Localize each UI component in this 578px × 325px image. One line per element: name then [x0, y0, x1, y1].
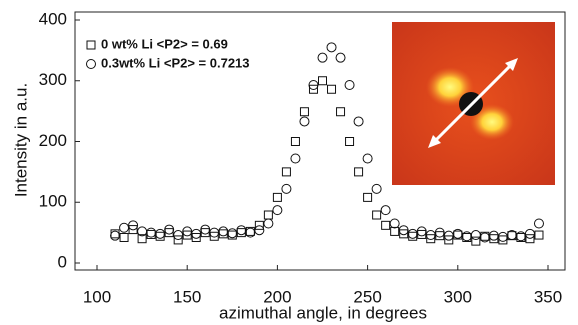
point — [282, 184, 291, 193]
point — [174, 231, 183, 240]
point — [489, 231, 498, 240]
point — [409, 232, 417, 240]
legend-label: 0 wt% Li <P2> = 0.69 — [101, 36, 228, 51]
point — [300, 117, 309, 126]
point — [111, 231, 120, 240]
point — [373, 211, 381, 219]
point — [255, 226, 264, 235]
point — [273, 206, 282, 215]
point — [381, 206, 390, 215]
legend-label: 0.3wt% Li <P2> = 0.7213 — [101, 55, 250, 70]
point — [364, 193, 372, 201]
point — [300, 108, 308, 116]
inset-image — [392, 22, 555, 185]
point — [390, 219, 399, 228]
point — [355, 168, 363, 176]
x-tick-label: 150 — [173, 287, 201, 306]
point — [156, 229, 165, 238]
x-tick-label: 350 — [534, 287, 562, 306]
y-tick-label: 0 — [58, 252, 67, 271]
point — [327, 43, 336, 52]
point — [282, 168, 290, 176]
point — [201, 225, 210, 234]
point — [264, 219, 273, 228]
point — [120, 233, 128, 241]
legend-marker — [87, 41, 95, 49]
point — [291, 154, 300, 163]
point — [408, 229, 417, 238]
point — [219, 227, 228, 236]
y-axis-title: Intensity in a.u. — [11, 83, 30, 197]
point — [435, 228, 444, 237]
point — [165, 225, 174, 234]
x-tick-label: 250 — [353, 287, 381, 306]
point — [291, 138, 299, 146]
point — [328, 85, 336, 93]
point — [391, 227, 399, 235]
x-tick-label: 300 — [444, 287, 472, 306]
point — [372, 184, 381, 193]
point — [264, 211, 272, 219]
point — [228, 229, 237, 238]
y-tick-label: 300 — [39, 70, 67, 89]
y-tick-label: 400 — [39, 9, 67, 28]
point — [382, 221, 390, 229]
point — [318, 53, 327, 62]
point — [363, 154, 372, 163]
point — [354, 117, 363, 126]
point — [237, 229, 245, 237]
point — [273, 193, 281, 201]
y-tick-label: 100 — [39, 192, 67, 211]
point — [120, 223, 129, 232]
x-tick-label: 200 — [263, 287, 291, 306]
point — [498, 232, 507, 241]
point — [525, 229, 534, 238]
point — [471, 231, 480, 240]
point — [345, 81, 354, 90]
legend-marker — [87, 60, 96, 69]
point — [156, 232, 164, 240]
point — [535, 231, 543, 239]
chart: azimuthal angle, in degrees Intensity in… — [0, 0, 578, 325]
point — [237, 226, 246, 235]
x-axis-title: azimuthal angle, in degrees — [219, 303, 427, 322]
point — [219, 230, 227, 238]
x-tick-label: 100 — [83, 287, 111, 306]
point — [346, 138, 354, 146]
point — [147, 228, 156, 237]
point — [417, 227, 426, 236]
point — [336, 53, 345, 62]
y-tick-label: 200 — [39, 131, 67, 150]
point — [319, 77, 327, 85]
point — [534, 219, 543, 228]
point — [337, 108, 345, 116]
